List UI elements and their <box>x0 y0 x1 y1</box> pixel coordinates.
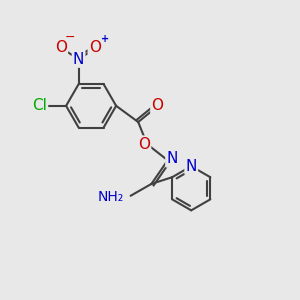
Text: O: O <box>55 40 67 55</box>
Text: O: O <box>138 136 150 152</box>
Text: +: + <box>101 34 110 44</box>
Text: N: N <box>167 151 178 166</box>
Text: NH₂: NH₂ <box>97 190 124 204</box>
Text: N: N <box>185 159 197 174</box>
Text: O: O <box>152 98 164 113</box>
Text: −: − <box>64 31 75 44</box>
Text: Cl: Cl <box>32 98 47 113</box>
Text: O: O <box>89 40 101 55</box>
Text: N: N <box>73 52 84 67</box>
